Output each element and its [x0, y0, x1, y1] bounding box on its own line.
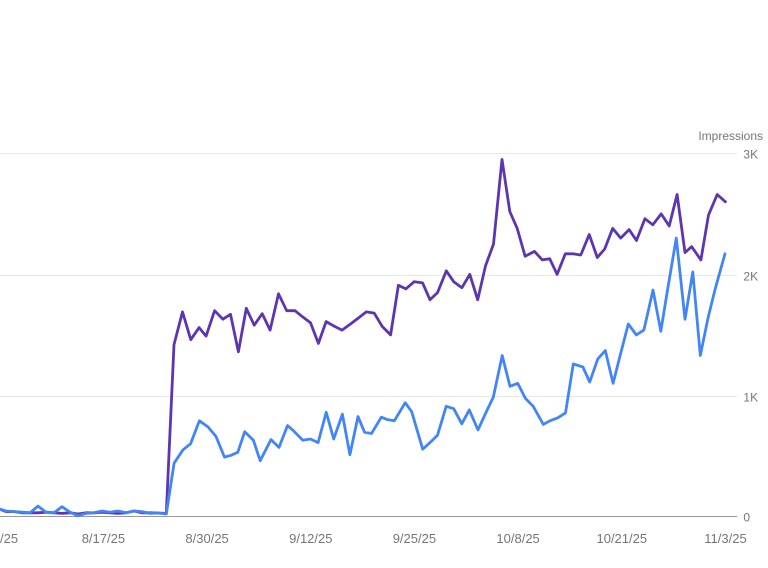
svg-text:10/8/25: 10/8/25 — [496, 531, 539, 546]
svg-text:10/21/25: 10/21/25 — [596, 531, 647, 546]
svg-text:0: 0 — [743, 511, 750, 525]
svg-text:8/30/25: 8/30/25 — [185, 531, 228, 546]
svg-text:3K: 3K — [743, 148, 758, 162]
svg-text:11/3/25: 11/3/25 — [704, 531, 746, 546]
svg-text:9/12/25: 9/12/25 — [289, 531, 332, 546]
svg-text:Impressions: Impressions — [698, 129, 763, 143]
svg-text:2K: 2K — [743, 270, 758, 284]
svg-text:8/4/25: 8/4/25 — [0, 531, 18, 546]
svg-text:8/17/25: 8/17/25 — [82, 531, 125, 546]
svg-text:9/25/25: 9/25/25 — [393, 531, 436, 546]
svg-text:1K: 1K — [743, 391, 758, 405]
